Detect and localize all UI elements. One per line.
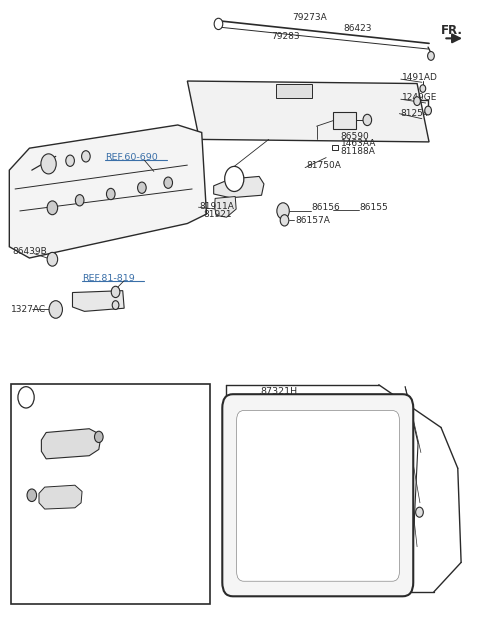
- Text: 1327AC: 1327AC: [11, 305, 47, 314]
- Circle shape: [416, 507, 423, 517]
- Circle shape: [111, 286, 120, 298]
- Circle shape: [112, 301, 119, 309]
- Circle shape: [47, 252, 58, 266]
- Polygon shape: [72, 291, 124, 311]
- Circle shape: [107, 188, 115, 199]
- Text: a: a: [23, 392, 29, 403]
- Circle shape: [47, 201, 58, 214]
- Circle shape: [49, 301, 62, 318]
- Text: 1125KC: 1125KC: [112, 486, 147, 495]
- Circle shape: [363, 114, 372, 126]
- Text: FR.: FR.: [441, 24, 463, 36]
- FancyBboxPatch shape: [11, 384, 210, 604]
- Text: 79283: 79283: [271, 32, 300, 41]
- Text: 79273A: 79273A: [292, 13, 327, 22]
- Circle shape: [277, 203, 289, 219]
- Bar: [332, 145, 338, 150]
- Circle shape: [75, 194, 84, 206]
- Text: 1129EY: 1129EY: [112, 478, 146, 487]
- Text: 1491AD: 1491AD: [402, 73, 438, 82]
- Circle shape: [225, 167, 244, 191]
- Text: REF.60-690: REF.60-690: [105, 153, 158, 162]
- Circle shape: [425, 106, 432, 115]
- Circle shape: [138, 182, 146, 193]
- Bar: [333, 113, 356, 129]
- Text: 86155: 86155: [360, 203, 388, 213]
- Text: 81230: 81230: [120, 437, 148, 446]
- Circle shape: [414, 97, 420, 106]
- Bar: [276, 84, 312, 98]
- Text: 81210B: 81210B: [112, 495, 147, 504]
- Polygon shape: [39, 485, 82, 509]
- Text: 86590: 86590: [340, 131, 369, 141]
- Circle shape: [95, 431, 103, 443]
- Polygon shape: [215, 196, 236, 217]
- Text: 86157A: 86157A: [295, 216, 330, 225]
- Text: REF.81-819: REF.81-819: [82, 274, 135, 282]
- Circle shape: [280, 214, 289, 226]
- FancyBboxPatch shape: [222, 394, 413, 596]
- Text: 81188A: 81188A: [340, 147, 375, 156]
- Text: 87321H: 87321H: [261, 387, 298, 396]
- Text: 86156: 86156: [312, 203, 340, 213]
- Text: 86439B: 86439B: [12, 247, 48, 256]
- Text: 81254: 81254: [400, 109, 429, 118]
- Text: 1249GE: 1249GE: [402, 94, 437, 103]
- Circle shape: [18, 387, 34, 408]
- Circle shape: [82, 151, 90, 162]
- Circle shape: [27, 489, 36, 501]
- Circle shape: [214, 18, 223, 30]
- Polygon shape: [214, 176, 264, 198]
- Polygon shape: [9, 125, 206, 258]
- Circle shape: [66, 155, 74, 167]
- Polygon shape: [187, 81, 429, 142]
- Text: a: a: [231, 174, 237, 184]
- Circle shape: [428, 52, 434, 60]
- FancyBboxPatch shape: [237, 411, 399, 581]
- Circle shape: [41, 154, 56, 174]
- Circle shape: [420, 85, 426, 92]
- Text: 81921: 81921: [203, 210, 232, 220]
- Polygon shape: [41, 429, 101, 459]
- Text: 1463AA: 1463AA: [340, 139, 376, 148]
- Text: 81911A: 81911A: [199, 202, 234, 211]
- Text: 86423: 86423: [343, 25, 372, 33]
- Text: 81750A: 81750A: [306, 161, 341, 170]
- Text: 1125DA: 1125DA: [120, 428, 155, 437]
- Circle shape: [164, 177, 172, 188]
